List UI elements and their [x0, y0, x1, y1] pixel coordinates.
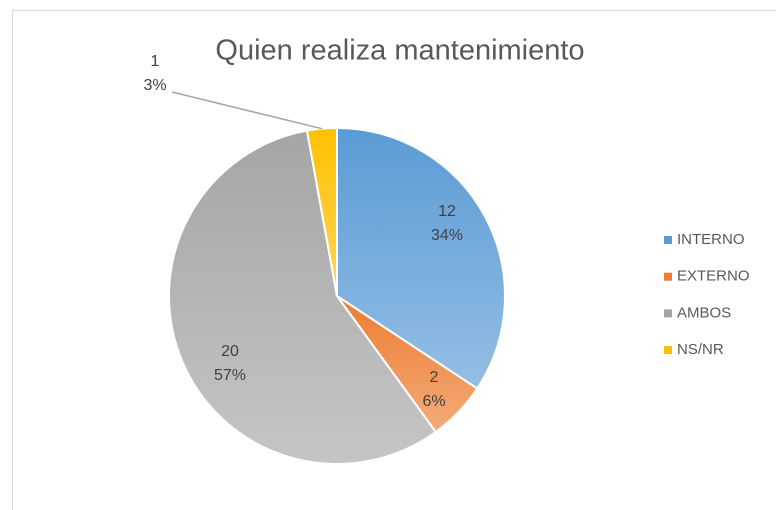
data-label: 57%	[214, 367, 246, 384]
legend-label: NS/NR	[677, 341, 724, 358]
legend-label: INTERNO	[677, 231, 745, 248]
legend-label: EXTERNO	[677, 268, 750, 285]
legend-swatch	[664, 236, 672, 244]
legend-swatch	[664, 309, 672, 318]
data-label: 20	[221, 343, 239, 360]
leader-line	[171, 91, 323, 130]
legend-swatch	[664, 346, 672, 355]
data-label: 1	[151, 53, 160, 70]
legend-label: AMBOS	[677, 304, 731, 321]
data-label: 12	[438, 203, 456, 220]
data-label: 3%	[143, 77, 166, 94]
data-label: 34%	[431, 227, 463, 244]
pie-slice	[168, 129, 438, 465]
data-label: 6%	[422, 393, 445, 410]
data-label: 2	[430, 369, 439, 386]
chart-title: Quien realiza mantenimiento	[215, 35, 584, 67]
legend-swatch	[664, 272, 672, 281]
